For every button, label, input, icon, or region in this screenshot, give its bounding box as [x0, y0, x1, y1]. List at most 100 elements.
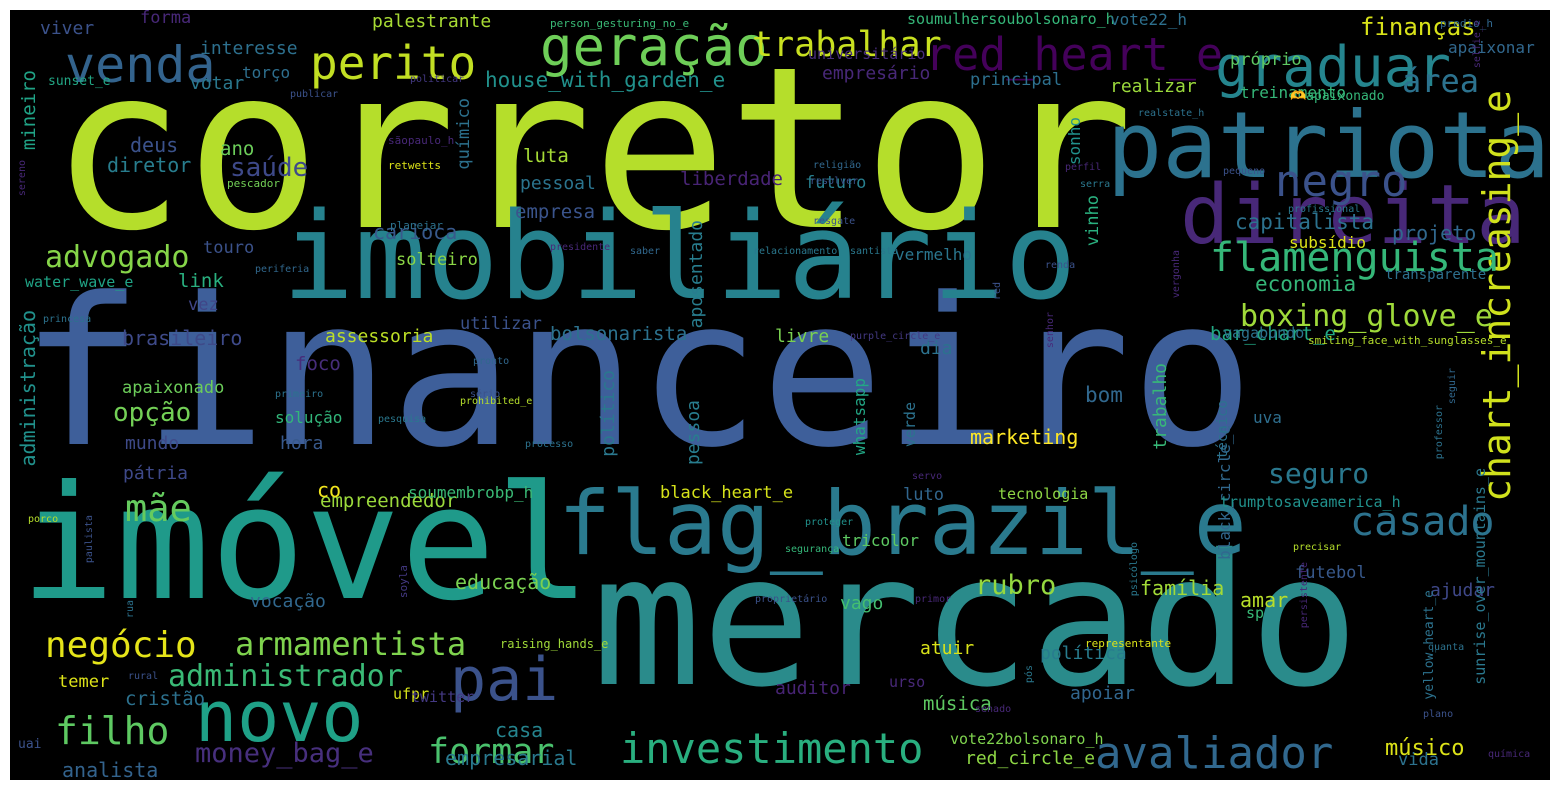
- word-cloud-word: próprio: [1230, 50, 1302, 70]
- word-cloud-word: amar: [1240, 588, 1289, 612]
- word-cloud-word: whatsapp: [850, 378, 869, 456]
- word-cloud-word: touro: [203, 238, 255, 258]
- word-cloud-word: assessoria: [325, 326, 434, 347]
- word-cloud-word: red_circle_e: [965, 748, 1096, 769]
- word-cloud-word: negro: [1275, 156, 1408, 207]
- word-cloud-word: black_heart_e: [660, 483, 794, 503]
- word-cloud-word: principal: [970, 70, 1063, 90]
- word-cloud-word: tricolor: [842, 531, 920, 550]
- word-cloud-word: professor: [1434, 405, 1445, 460]
- word-cloud-word: geração: [540, 15, 768, 78]
- word-cloud-word: economia: [1255, 272, 1357, 296]
- word-cloud-word: músico: [1385, 736, 1465, 761]
- word-cloud-word: rubro: [975, 570, 1057, 601]
- word-cloud-word: brasileiro: [122, 326, 243, 350]
- word-cloud-word: ano: [220, 138, 255, 160]
- word-cloud-word: link: [178, 270, 224, 292]
- word-cloud-word: renda: [1045, 260, 1076, 271]
- word-cloud-word: chart_increasing_e: [1475, 90, 1519, 502]
- word-cloud-word: sunrise_over_mountains_e: [1471, 468, 1489, 685]
- word-cloud: corretor financeiro imobiliário mercado imóv…: [10, 10, 1550, 780]
- word-cloud-word: viver: [40, 18, 95, 39]
- word-cloud-word: pronto: [473, 356, 510, 367]
- word-cloud-word: proteger: [805, 517, 854, 528]
- word-cloud-word: administração: [16, 310, 40, 467]
- word-cloud-word: patriota: [1106, 92, 1550, 199]
- word-cloud-word: tecnologia: [998, 485, 1089, 503]
- word-cloud-word: perito: [310, 36, 477, 90]
- word-cloud-word: apaixonado: [122, 378, 225, 398]
- word-cloud-word: paulista: [84, 515, 95, 564]
- word-cloud-word: relacionamento: [753, 246, 838, 257]
- word-cloud-word: soyla: [397, 565, 410, 599]
- word-cloud-word: verde: [901, 402, 919, 448]
- word-cloud-word: realizar: [1110, 76, 1197, 97]
- word-cloud-word: flamenguista: [1210, 235, 1499, 281]
- word-cloud-word: rural: [128, 671, 159, 682]
- word-cloud-word: foco: [295, 353, 341, 375]
- word-cloud-word: sério: [470, 389, 501, 400]
- word-cloud-word: imobiliário: [282, 188, 1077, 327]
- word-cloud-word: vago: [840, 593, 884, 614]
- word-cloud-word: twitter: [411, 688, 475, 706]
- word-cloud-word: saber: [630, 246, 661, 257]
- word-cloud-word: vote22bolsonaro_h: [950, 730, 1104, 748]
- word-cloud-word: palestrante: [372, 11, 492, 32]
- word-cloud-word: smiling_face_with_sunglasses_e: [1308, 334, 1507, 347]
- word-cloud-word: político: [598, 370, 619, 457]
- word-cloud-word: pequeno: [1223, 166, 1266, 177]
- word-cloud-word: soumembrobp_h: [408, 483, 534, 502]
- word-cloud-word: avaliador: [1095, 728, 1334, 779]
- word-cloud-word: rua: [125, 600, 136, 619]
- word-cloud-word: mineiro: [18, 70, 40, 151]
- word-cloud-word: processo: [525, 439, 574, 450]
- word-cloud-word: periferia: [255, 264, 310, 275]
- word-cloud-word: empreendedor: [320, 490, 458, 512]
- word-cloud-word: pai: [450, 645, 559, 715]
- word-cloud-word: vergonha: [1171, 250, 1182, 299]
- word-cloud-word: sunset_e: [48, 74, 111, 89]
- word-cloud-word: water_wave_e: [25, 273, 134, 291]
- word-cloud-word: direita: [1180, 168, 1526, 263]
- word-cloud-word: graduar: [1215, 35, 1452, 100]
- word-cloud-word: futebol: [1295, 563, 1367, 583]
- word-cloud-word: primeiro: [275, 389, 324, 400]
- word-cloud-word: dia: [920, 338, 953, 359]
- word-cloud-word: votar: [190, 73, 245, 94]
- word-cloud-word: mundo: [125, 433, 180, 454]
- word-cloud-word: mercado: [592, 515, 1360, 727]
- word-cloud-word: person_gesturing_no_e: [550, 17, 690, 30]
- word-cloud-word: 🫶apaixonado: [1290, 89, 1385, 104]
- word-cloud-word: luta: [523, 145, 569, 167]
- word-cloud-word: vagabundo: [1223, 324, 1305, 342]
- word-cloud-word: sereno: [17, 160, 28, 197]
- word-cloud-word: trumptosaveamerica_h: [1220, 493, 1401, 511]
- word-cloud-word: primor: [915, 594, 952, 605]
- word-cloud-word: educação: [455, 570, 552, 594]
- word-cloud-word: resolver: [810, 176, 859, 187]
- word-cloud-word: casa: [495, 718, 544, 742]
- word-cloud-word: venda: [65, 36, 216, 94]
- word-cloud-word: senhor: [1045, 312, 1056, 349]
- word-cloud-word: selfie_e: [1472, 20, 1483, 69]
- word-cloud-word: corretor: [50, 19, 1134, 281]
- word-cloud-word: vez: [188, 295, 219, 315]
- word-cloud-word: atuir: [920, 638, 975, 659]
- word-cloud-word: santista: [850, 246, 899, 257]
- word-cloud-word: livre: [775, 326, 830, 347]
- word-cloud-word: transparente: [1385, 267, 1487, 283]
- word-cloud-word: retwetts: [388, 159, 441, 172]
- word-cloud-word: precisar: [1293, 542, 1342, 553]
- word-cloud-word: solteiro: [396, 250, 478, 270]
- word-cloud-word: universitário: [808, 45, 926, 63]
- word-cloud-word: vocação: [250, 591, 326, 612]
- word-cloud-word: ufpr: [393, 685, 430, 703]
- word-cloud-word: armamentista: [235, 625, 467, 663]
- word-cloud-word: princesa: [43, 314, 92, 325]
- word-cloud-word: área: [1402, 62, 1480, 100]
- word-cloud-word: politicar: [410, 74, 465, 85]
- word-cloud-word: house_with_garden_e: [485, 68, 726, 92]
- word-cloud-word: hora: [280, 433, 324, 454]
- word-cloud-word: imóvel: [20, 452, 591, 636]
- word-cloud-word: investimento: [620, 724, 924, 773]
